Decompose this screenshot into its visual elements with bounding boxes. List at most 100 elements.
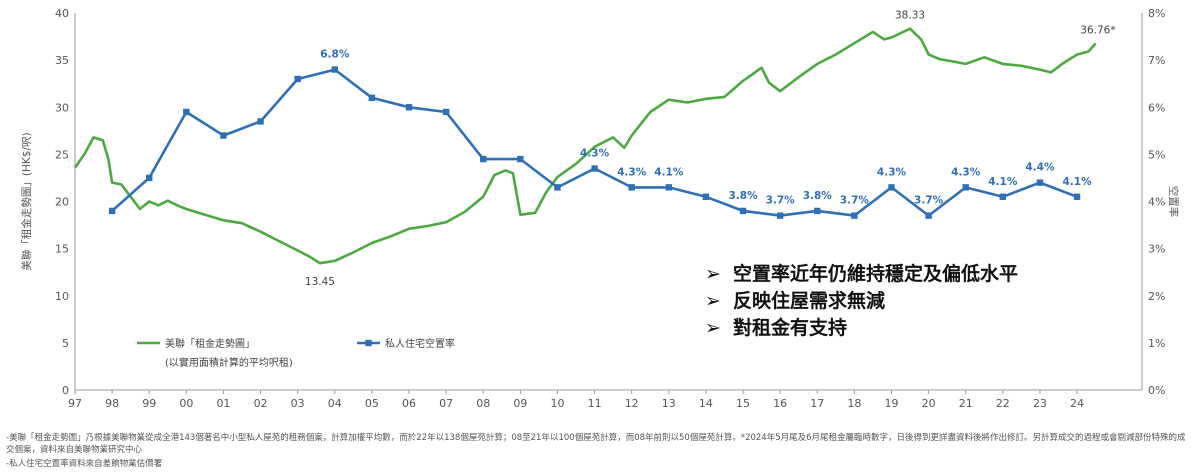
key-point-text: 對租金有支持 [733,316,847,339]
rent-trend-line [73,27,1097,265]
vacancy-rate-data-label: 3.7% [914,195,944,207]
y-right-axis-title: 空置率 [1167,186,1180,218]
rent-trend-series [73,27,1097,265]
vacancy-rate-data-label: 3.8% [803,190,833,202]
vacancy-rate-point [628,184,635,191]
vacancy-rate-point [962,184,969,191]
vacancy-rate-data-label: 4.3% [877,166,907,178]
y-left-tick-label: 25 [55,148,69,161]
legend: 美聯「租金走勢圖」 (以實用面積計算的平均呎租) 私人住宅空置率 [137,337,455,369]
vacancy-rate-data-label: 4.3% [617,166,647,178]
x-tick-label: 22 [996,397,1010,410]
x-tick-label: 97 [68,397,82,410]
vacancy-rate-point [220,132,227,139]
x-tick-label: 06 [402,397,416,410]
vacancy-rate-data-label: 4.3% [580,148,610,160]
vacancy-rate-data-label: 4.1% [988,176,1018,188]
vacancy-rate-point [405,104,413,111]
vacancy-rate-point [480,155,487,163]
y-left-axis-title: 美聯「租金走勢圖」(HK$/呎) [20,132,33,270]
x-tick-label: 19 [884,397,898,410]
key-points: ➢ 空置率近年仍維持穩定及偏低水平 ➢ 反映住屋需求無減 ➢ 對租金有支持 [705,262,1018,339]
y-left-tick-label: 0 [62,384,69,397]
vacancy-rate-data-label: 4.1% [654,166,684,178]
y-right-tick-label: 2% [1148,290,1165,303]
x-tick-label: 08 [476,397,490,410]
x-tick-label: 03 [291,397,305,410]
key-point-text: 空置率近年仍維持穩定及偏低水平 [733,262,1018,285]
rent-trend-data-label: 36.76* [1080,25,1115,37]
vacancy-rate-point [183,108,190,116]
x-tick-label: 07 [439,397,453,410]
y-left-tick-label: 20 [55,196,69,209]
y-right-tick-label: 1% [1148,337,1165,350]
vacancy-rate-data-label: 3.8% [728,190,758,202]
x-tick-label: 20 [922,397,936,410]
vacancy-rate-data-label: 6.8% [320,49,350,61]
x-tick-label: 12 [625,397,639,410]
x-tick-label: 23 [1033,397,1047,410]
vacancy-rate-point [665,184,673,191]
y-left-tick-label: 5 [62,337,69,350]
y-right-tick-label: 5% [1148,148,1165,161]
x-tick-label: 10 [550,397,564,410]
vacancy-rate-data-label: 4.1% [1062,176,1092,188]
legend-rent-label: 美聯「租金走勢圖」 [165,337,255,350]
vacancy-rate-point [851,212,858,219]
x-tick-label: 99 [142,397,156,410]
vacancy-rate-point [888,184,895,191]
y-right-tick-label: 6% [1148,101,1165,114]
legend-vacancy-label: 私人住宅空置率 [385,337,455,350]
vacancy-rate-point [591,165,598,172]
vacancy-rate-series [108,66,1081,219]
vacancy-rate-point [1073,193,1081,200]
bullet-marker-icon: ➢ [705,317,721,339]
vacancy-rate-point [925,212,932,219]
x-tick-label: 02 [254,397,268,410]
vacancy-rate-point [108,207,116,215]
x-tick-label: 01 [216,397,230,410]
vacancy-rate-point [442,108,450,116]
x-tick-label: 18 [847,397,861,410]
key-point-text: 反映住屋需求無減 [733,289,885,312]
x-tick-label: 24 [1070,397,1084,410]
y-right-tick-label: 3% [1148,243,1165,256]
vacancy-rate-point [999,193,1007,200]
vacancy-rate-point [554,184,561,191]
y-left-tick-label: 10 [55,290,69,303]
x-tick-label: 09 [513,397,527,410]
y-left-tick-label: 15 [55,243,69,256]
vacancy-rate-point [776,212,784,219]
vacancy-rate-point [146,174,153,182]
x-tick-label: 11 [588,397,602,410]
x-tick-label: 21 [959,397,973,410]
y-right-tick-label: 8% [1148,7,1165,20]
y-left-tick-label: 35 [55,54,69,67]
vacancy-rate-point [294,75,301,83]
x-tick-label: 17 [810,397,824,410]
footnote-rent-index: -美聯「租金走勢圖」乃根據美聯物業從成全港143個著名中小型私人屋苑的租務個案，… [6,433,1186,455]
data-labels: 6.8% 4.3% 4.3% 4.1% 3.8% 3.7% 3.8% 3.7% 4.3% 3.7%… [305,10,1116,288]
vacancy-rate-point [814,207,821,215]
bullet-marker-icon: ➢ [705,263,721,285]
vacancy-rate-point [739,207,747,215]
x-tick-label: 16 [773,397,787,410]
bullet-marker-icon: ➢ [705,290,721,312]
vacancy-rate-point [702,193,710,200]
y-right-tick-label: 4% [1148,196,1165,209]
vacancy-rate-point [257,118,264,125]
x-tick-label: 13 [662,397,676,410]
rent-trend-data-label: 38.33 [895,10,925,22]
legend-rent-note: (以實用面積計算的平均呎租) [165,356,293,369]
x-tick-label: 98 [105,397,119,410]
y-right-tick-label: 7% [1148,54,1165,67]
legend-vacancy-marker [365,339,372,347]
vacancy-rate-data-label: 4.3% [951,166,981,178]
x-tick-label: 05 [365,397,379,410]
x-tick-label: 15 [736,397,750,410]
x-tick-label: 00 [179,397,193,410]
footnote-vacancy-source: -私人住宅空置率資料來自差餉物業估價署 [6,459,163,469]
vacancy-rate-data-label: 4.4% [1025,162,1055,174]
